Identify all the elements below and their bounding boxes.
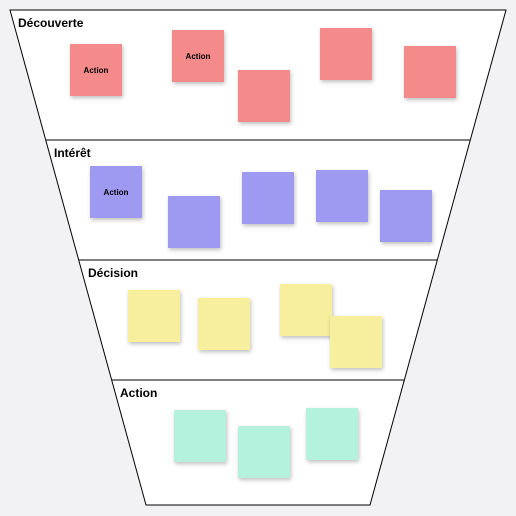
section-label-decision: Décision xyxy=(88,266,138,280)
sticky-note-decouverte-3[interactable] xyxy=(320,28,372,80)
sticky-note-decision-1[interactable] xyxy=(198,298,250,350)
funnel-diagram: Découverte Intérêt Décision Action Action Ac… xyxy=(0,0,516,516)
section-label-interet: Intérêt xyxy=(54,146,91,160)
sticky-note-decouverte-4[interactable] xyxy=(404,46,456,98)
sticky-note-text: Action xyxy=(84,66,109,75)
sticky-note-decouverte-2[interactable] xyxy=(238,70,290,122)
section-label-decouverte: Découverte xyxy=(18,16,83,30)
sticky-note-decision-0[interactable] xyxy=(128,290,180,342)
sticky-note-interet-3[interactable] xyxy=(316,170,368,222)
sticky-note-action-0[interactable] xyxy=(174,410,226,462)
sticky-note-decouverte-0[interactable]: Action xyxy=(70,44,122,96)
sticky-note-text: Action xyxy=(104,188,129,197)
sticky-note-interet-2[interactable] xyxy=(242,172,294,224)
sticky-note-decision-2[interactable] xyxy=(280,284,332,336)
sticky-note-decision-3[interactable] xyxy=(330,316,382,368)
sticky-note-text: Action xyxy=(186,52,211,61)
sticky-note-action-2[interactable] xyxy=(306,408,358,460)
section-label-action: Action xyxy=(120,386,157,400)
sticky-note-decouverte-1[interactable]: Action xyxy=(172,30,224,82)
sticky-note-action-1[interactable] xyxy=(238,426,290,478)
sticky-note-interet-0[interactable]: Action xyxy=(90,166,142,218)
sticky-note-interet-4[interactable] xyxy=(380,190,432,242)
sticky-note-interet-1[interactable] xyxy=(168,196,220,248)
